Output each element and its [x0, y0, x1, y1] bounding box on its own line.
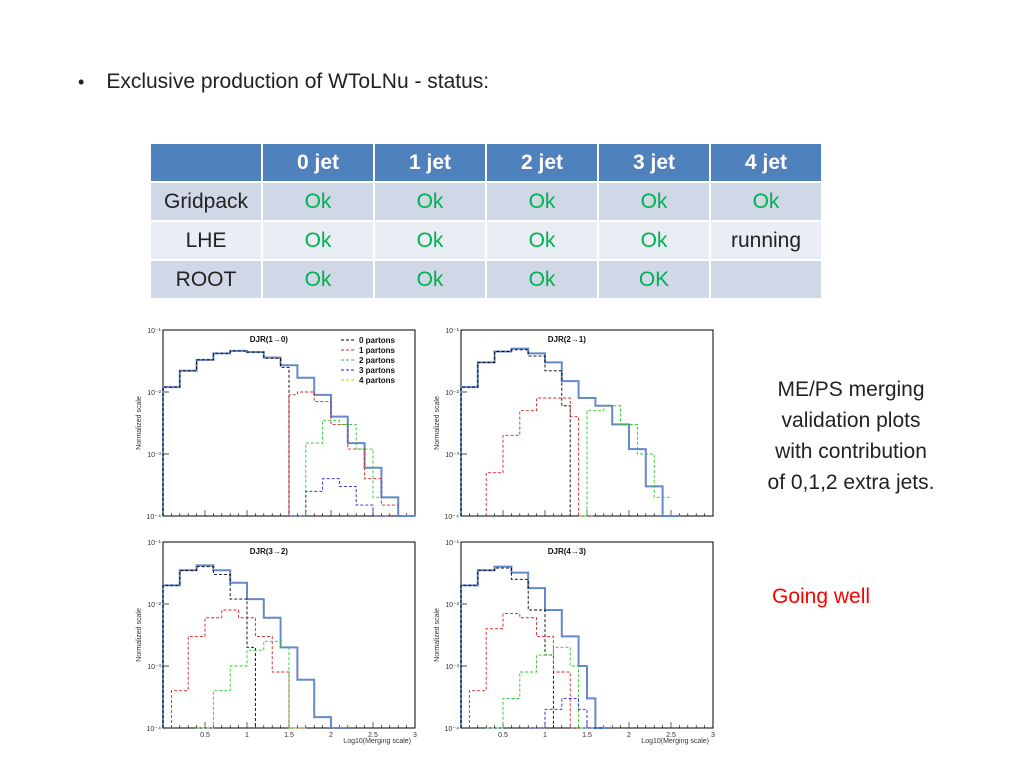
- djr-plot-panel: 10⁻¹ 10⁻² 10⁻³ 10⁻⁴ Normalized scale DJR(3→2): [136, 540, 416, 733]
- table-row: ROOT Ok Ok Ok OK: [151, 261, 821, 298]
- plot-frame: [460, 541, 714, 729]
- status-cell: Ok: [599, 222, 709, 259]
- y-tick-label: 10⁻³: [445, 452, 459, 459]
- notes-line: of 0,1,2 extra jets.: [767, 471, 935, 494]
- y-tick-label: 10⁻⁴: [445, 726, 460, 733]
- y-tick-label: 10⁻¹: [445, 540, 459, 547]
- djr-plot-panel: 10⁻¹ 10⁻² 10⁻³ 10⁻⁴ Normalized scale DJR(1→0)…: [136, 328, 416, 521]
- table-header-cell: [151, 144, 261, 181]
- series-line: [578, 405, 671, 517]
- y-tick-label: 10⁻³: [147, 452, 161, 459]
- status-cell: Ok: [487, 261, 597, 298]
- x-tick-label: 3: [413, 732, 417, 739]
- x-tick-label: 1: [543, 732, 547, 739]
- row-label: LHE: [151, 222, 261, 259]
- y-tick-label: 10⁻²: [147, 602, 161, 609]
- status-cell: Ok: [263, 261, 373, 298]
- y-tick-label: 10⁻⁴: [147, 726, 162, 733]
- plot-title: DJR(2→1): [548, 335, 587, 344]
- series-line: [289, 419, 390, 517]
- djr-plot-panel: 10⁻¹ 10⁻² 10⁻³ 10⁻⁴ Normalized scale DJR(4→3)…: [200, 540, 715, 745]
- series-line: [170, 609, 306, 729]
- y-tick-label: 10⁻³: [147, 664, 161, 671]
- status-cell: Ok: [263, 183, 373, 220]
- status-cell: Ok: [487, 222, 597, 259]
- y-tick-label: 10⁻⁴: [147, 514, 162, 521]
- row-label: Gridpack: [151, 183, 261, 220]
- x-tick-label: 2.5: [368, 732, 378, 739]
- x-tick-label: 2: [627, 732, 631, 739]
- table-header-cell: 2 jet: [487, 144, 597, 181]
- plot-title: DJR(3→2): [250, 547, 289, 556]
- notes-line: ME/PS merging: [777, 378, 925, 401]
- table-header-row: 0 jet 1 jet 2 jet 3 jet 4 jet: [151, 144, 821, 181]
- y-axis-label: Normalized scale: [136, 396, 143, 450]
- y-tick-label: 10⁻³: [445, 664, 459, 671]
- legend-entry: 2 partons: [359, 356, 396, 365]
- status-cell: running: [711, 222, 821, 259]
- x-axis-label: Log10(Merging scale): [641, 738, 709, 745]
- series-line: [460, 349, 587, 517]
- notes-text: ME/PS merging validation plots with cont…: [752, 374, 950, 498]
- y-axis-label: Normalized scale: [136, 608, 143, 662]
- plot-title: DJR(1→0): [250, 335, 289, 344]
- x-tick-label: 1: [245, 732, 249, 739]
- series-line: [162, 350, 306, 517]
- y-tick-label: 10⁻²: [147, 390, 161, 397]
- y-tick-label: 10⁻⁴: [445, 514, 460, 521]
- table-header-cell: 4 jet: [711, 144, 821, 181]
- legend-entry: 1 partons: [359, 346, 396, 355]
- legend-entry: 3 partons: [359, 366, 396, 375]
- series-line: [486, 646, 596, 729]
- status-cell: Ok: [375, 222, 485, 259]
- series-line: [162, 566, 273, 729]
- legend-entry: 4 partons: [359, 376, 396, 385]
- table-header-cell: 1 jet: [375, 144, 485, 181]
- table-row: LHE Ok Ok Ok Ok running: [151, 222, 821, 259]
- legend-entry: 0 partons: [359, 336, 396, 345]
- status-note: Going well: [772, 585, 871, 608]
- status-cell: [711, 261, 821, 298]
- y-axis-label: Normalized scale: [434, 608, 441, 662]
- y-tick-label: 10⁻¹: [147, 328, 161, 335]
- status-cell: Ok: [375, 261, 485, 298]
- status-cell: Ok: [375, 183, 485, 220]
- table-row: Gridpack Ok Ok Ok Ok Ok: [151, 183, 821, 220]
- plot-title: DJR(4→3): [548, 547, 587, 556]
- status-cell: Ok: [599, 183, 709, 220]
- row-label: ROOT: [151, 261, 261, 298]
- x-tick-label: 1.5: [582, 732, 592, 739]
- table-header-cell: 0 jet: [263, 144, 373, 181]
- y-tick-label: 10⁻²: [445, 390, 459, 397]
- x-tick-label: 3: [711, 732, 715, 739]
- series-line: [485, 397, 596, 517]
- x-tick-label: 1.5: [284, 732, 294, 739]
- x-tick-label: 2.5: [666, 732, 676, 739]
- status-cell: Ok: [263, 222, 373, 259]
- bullet-dot-icon: •: [78, 71, 85, 92]
- y-tick-label: 10⁻¹: [147, 540, 161, 547]
- bullet-text: Exclusive production of WToLNu - status:: [106, 70, 490, 93]
- y-tick-label: 10⁻²: [445, 602, 459, 609]
- status-cell: Ok: [487, 183, 597, 220]
- series-line: [289, 478, 390, 517]
- x-tick-label: 0.5: [200, 732, 210, 739]
- x-axis-label: Log10(Merging scale): [343, 738, 411, 745]
- table-header-cell: 3 jet: [599, 144, 709, 181]
- series-line: [528, 697, 604, 729]
- notes-line: validation plots: [781, 409, 921, 432]
- x-tick-label: 0.5: [498, 732, 508, 739]
- djr-plot-panel: 10⁻¹ 10⁻² 10⁻³ 10⁻⁴ Normalized scale DJR(2→1): [434, 328, 714, 521]
- x-tick-label: 2: [329, 732, 333, 739]
- y-tick-label: 10⁻¹: [445, 328, 459, 335]
- notes-line: with contribution: [775, 440, 927, 463]
- bullet-item: • Exclusive production of WToLNu - statu…: [78, 70, 489, 94]
- series-line: [288, 391, 399, 516]
- status-cell: OK: [599, 261, 709, 298]
- status-table: 0 jet 1 jet 2 jet 3 jet 4 jet Gridpack O…: [149, 142, 823, 300]
- status-cell: Ok: [711, 183, 821, 220]
- y-axis-label: Normalized scale: [434, 396, 441, 450]
- series-line: [196, 640, 306, 729]
- djr-plots: 10⁻¹ 10⁻² 10⁻³ 10⁻⁴ Normalized scale DJR(1→0)…: [136, 328, 715, 745]
